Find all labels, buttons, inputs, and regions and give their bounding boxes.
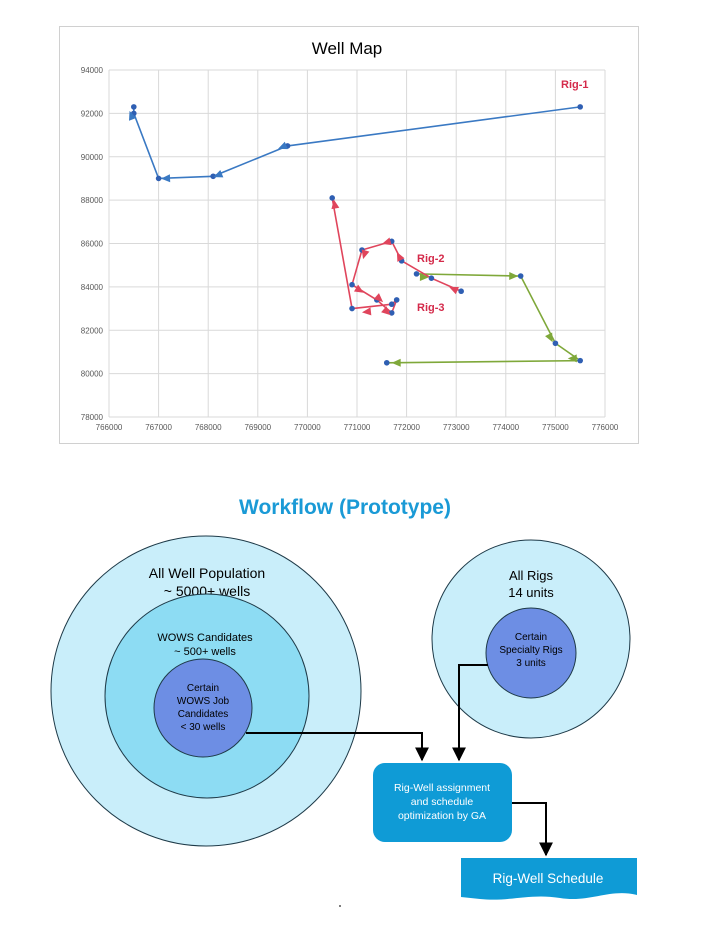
wows-candidates-circle — [104, 593, 310, 799]
all-rigs-circle — [431, 539, 631, 739]
x-tick-label: 771000 — [344, 423, 371, 432]
well-point — [155, 175, 162, 182]
x-tick-label: 770000 — [294, 423, 321, 432]
y-tick-label: 84000 — [81, 283, 104, 292]
x-tick-label: 773000 — [443, 423, 470, 432]
optimizer-line1: Rig-Well assignment — [394, 782, 490, 794]
y-tick-label: 92000 — [81, 109, 104, 118]
x-tick-label: 768000 — [195, 423, 222, 432]
direction-arrow — [545, 332, 553, 343]
all-well-population-circle — [50, 535, 362, 847]
direction-arrow — [129, 110, 137, 121]
well-point — [349, 281, 355, 288]
y-tick-label: 80000 — [81, 370, 104, 379]
certain-wows-job-circle — [153, 658, 253, 758]
well-map-svg: Well Map 766000 767000 768000 769000 770000 7… — [59, 26, 639, 444]
direction-arrow — [213, 169, 224, 178]
x-tick-label: 769000 — [244, 423, 271, 432]
series-rig-3 — [329, 195, 464, 316]
well-point — [517, 273, 524, 279]
well-point — [577, 104, 583, 110]
direction-arrow — [381, 306, 391, 316]
well-point — [552, 340, 559, 347]
specialty-rigs-line2: Specialty Rigs — [499, 645, 562, 656]
x-tick-label: 774000 — [492, 423, 519, 432]
optimizer-to-output-connector — [512, 802, 553, 857]
chart-title: Well Map — [312, 39, 383, 58]
series-rig-2 — [383, 271, 583, 367]
direction-arrow — [449, 286, 459, 295]
all-rigs-count: 14 units — [508, 585, 554, 600]
direction-arrow — [361, 307, 372, 316]
well-point — [428, 275, 435, 281]
direction-arrow — [381, 237, 392, 246]
well-point — [388, 310, 395, 316]
optimizer-line2: and schedule — [411, 796, 474, 808]
wows-candidates-count: ~ 500+ wells — [174, 646, 236, 658]
specialty-rigs-circle — [485, 607, 577, 699]
direction-arrow — [419, 273, 429, 282]
y-tick-label: 90000 — [81, 153, 104, 162]
well-point — [393, 297, 400, 303]
rig-label: Rig-1 — [561, 79, 589, 91]
x-tick-label: 766000 — [96, 423, 123, 432]
x-tick-label: 776000 — [592, 423, 619, 432]
direction-arrow — [373, 293, 384, 303]
well-map-chart: Well Map 766000 767000 768000 769000 770000 7… — [59, 26, 639, 444]
direction-arrow — [353, 284, 364, 293]
output-schedule-label: Rig-Well Schedule — [493, 871, 604, 886]
specialty-rigs-line1: Certain — [515, 632, 547, 643]
well-point — [577, 357, 583, 364]
x-tick-label: 772000 — [393, 423, 420, 432]
x-tick-label: 767000 — [145, 423, 172, 432]
well-point — [383, 359, 390, 366]
series-line — [331, 197, 462, 315]
well-population-group: All Well Population ~ 5000+ wells WOWS C… — [50, 535, 362, 847]
certain-wows-line3: Candidates — [178, 709, 229, 720]
certain-wows-line4: < 30 wells — [181, 722, 226, 733]
certain-wows-line1: Certain — [187, 683, 219, 694]
direction-arrow — [396, 252, 405, 262]
well-point — [329, 195, 336, 201]
output-schedule-shape: Rig-Well Schedule — [461, 858, 637, 900]
rig-label: Rig-2 — [417, 253, 445, 265]
direction-arrow — [391, 358, 401, 367]
y-tick-label: 86000 — [81, 240, 104, 249]
certain-wows-line2: WOWS Job — [177, 696, 230, 707]
rigs-to-optimizer-connector — [452, 664, 488, 762]
x-tick-label: 775000 — [542, 423, 569, 432]
direction-arrow — [161, 174, 171, 183]
y-tick-label: 78000 — [81, 413, 104, 422]
direction-arrow — [509, 271, 519, 280]
direction-arrow — [361, 249, 370, 260]
well-point — [413, 271, 420, 277]
direction-arrow — [331, 199, 340, 210]
all-rigs-label: All Rigs — [509, 568, 554, 583]
direction-arrow — [277, 141, 288, 150]
rigs-group: All Rigs 14 units Certain Specialty Rigs… — [431, 539, 631, 739]
all-well-population-count: ~ 5000+ wells — [164, 583, 250, 599]
y-tick-label: 82000 — [81, 326, 104, 335]
wows-to-optimizer-connector — [246, 732, 429, 762]
specialty-rigs-line3: 3 units — [516, 658, 545, 669]
series-rig-1 — [129, 104, 583, 183]
well-point — [210, 173, 216, 180]
wows-candidates-label: WOWS Candidates — [157, 632, 253, 644]
y-tick-label: 88000 — [81, 196, 104, 205]
workflow-title: Workflow (Prototype) — [239, 496, 451, 519]
optimizer-box: Rig-Well assignment and schedule optimiz… — [373, 763, 512, 842]
all-well-population-label: All Well Population — [149, 565, 265, 581]
rig-label: Rig-3 — [417, 302, 445, 314]
well-point — [458, 288, 464, 295]
well-point — [388, 301, 395, 308]
well-point — [349, 305, 355, 312]
well-point — [131, 104, 137, 110]
stray-dot — [339, 905, 341, 907]
y-tick-label: 94000 — [81, 66, 104, 75]
direction-arrow — [567, 354, 577, 363]
optimizer-line3: optimization by GA — [398, 810, 486, 822]
